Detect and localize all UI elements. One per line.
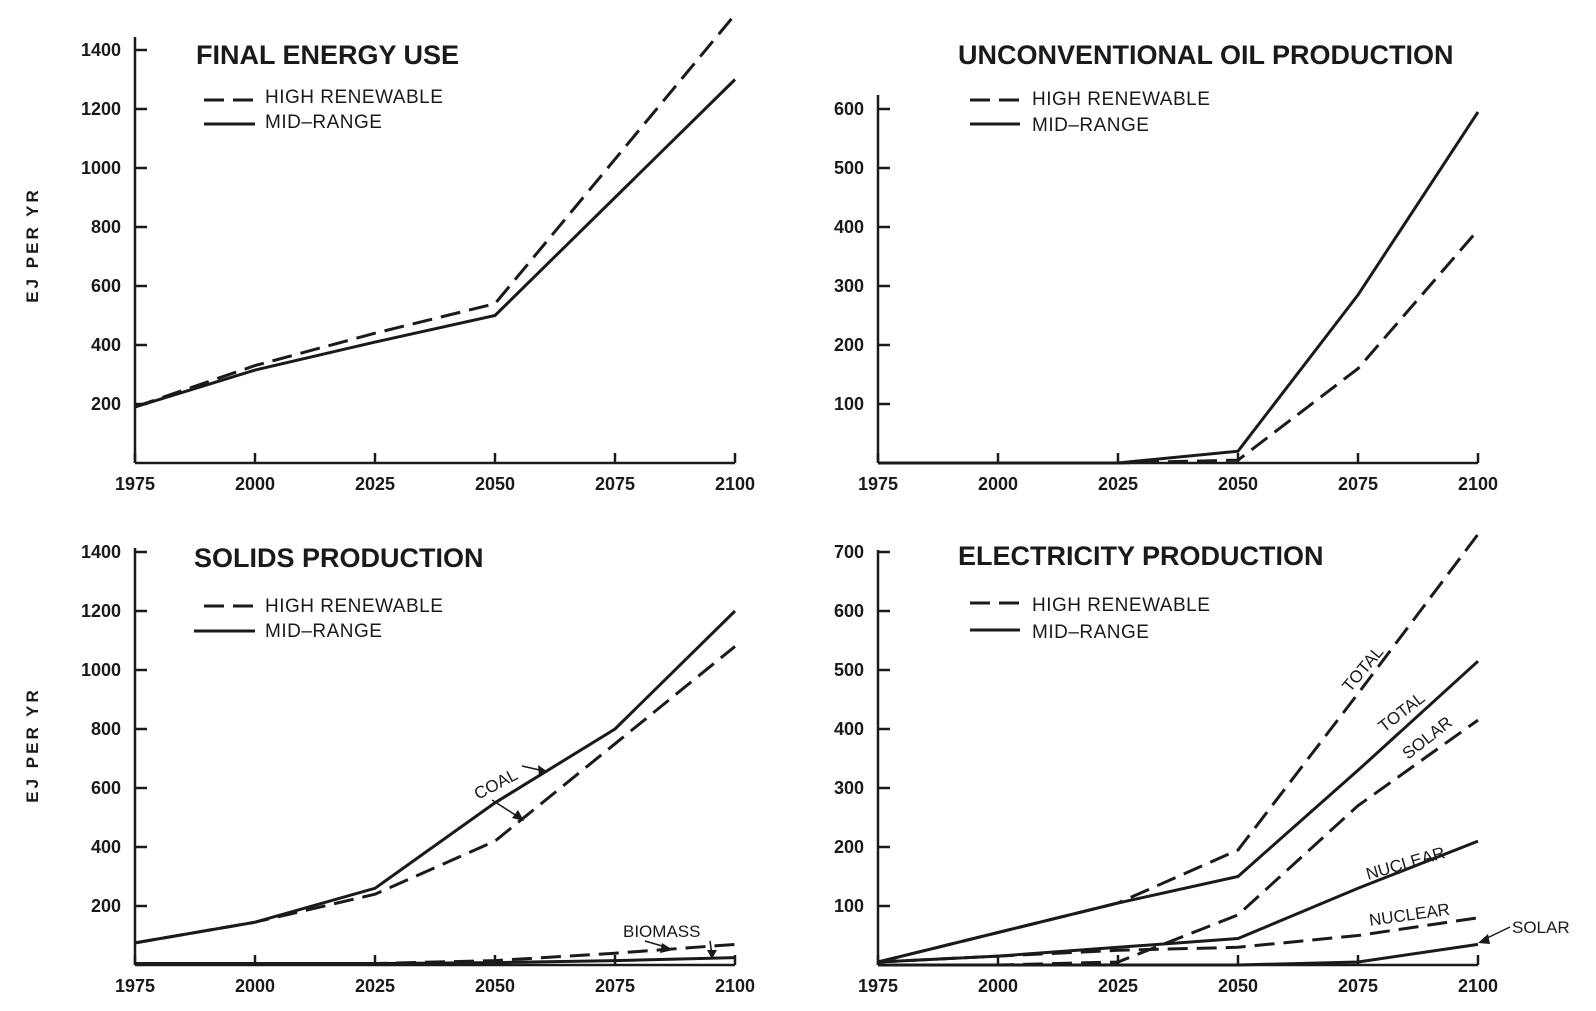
series-line-high-renewable-dashed — [878, 229, 1480, 465]
y-tick-label: 500 — [834, 158, 864, 178]
y-tick-label: 400 — [91, 837, 121, 857]
y-tick-label: 200 — [91, 394, 121, 414]
y-axis-label-bottom: EJ PER YR — [23, 687, 42, 803]
y-tick-label: 1000 — [81, 158, 121, 178]
chart-title-electricity: ELECTRICITY PRODUCTION — [958, 541, 1324, 571]
series-line-coal-dashed — [134, 645, 736, 945]
x-tick-label: 2050 — [475, 976, 515, 996]
chart-final-energy-use: 200 400 600 800 1000 1200 1400 1975 2000 2025 2050… — [81, 13, 755, 494]
y-tick-label: 200 — [834, 335, 864, 355]
arrowhead-icon — [707, 950, 717, 959]
chart-solids-production: 200 400 600 800 1000 1200 1400 1975 2000 2025 2050… — [81, 542, 755, 996]
y-tick-label: 500 — [834, 660, 864, 680]
y-tick-label: 1200 — [81, 601, 121, 621]
x-tick-label: 2050 — [475, 474, 515, 494]
arrowhead-icon — [1478, 934, 1490, 944]
annotation-solar-mid-range: SOLAR — [1512, 918, 1570, 937]
chart-electricity-production: 100 200 300 400 500 600 700 1975 2000 2025 2050 207… — [834, 533, 1498, 996]
x-tick-label: 2025 — [355, 976, 395, 996]
series-line-coal-solid — [134, 609, 737, 945]
series-line-solar-dashed — [878, 718, 1479, 967]
x-tick-label: 2050 — [1218, 976, 1258, 996]
y-tick-label: 100 — [834, 394, 864, 414]
series-line-mid-range-solid — [134, 78, 737, 409]
legend-label-high-renewable: HIGH RENEWABLE — [1032, 595, 1210, 616]
y-tick-label: 300 — [834, 276, 864, 296]
annotation-biomass: BIOMASS — [623, 922, 700, 941]
y-tick-label: 1200 — [81, 99, 121, 119]
x-tick-label: 2075 — [1338, 976, 1378, 996]
series-line-total-solid — [877, 660, 1480, 964]
x-tick-label: 1975 — [115, 976, 155, 996]
chart-title-solids: SOLIDS PRODUCTION — [194, 543, 484, 573]
annotations-electricity: TOTAL TOTAL SOLAR NUCLEAR NUCLEAR SOLAR — [1339, 643, 1570, 944]
series-line-high-renewable-dashed — [134, 13, 737, 409]
legend-label-high-renewable: HIGH RENEWABLE — [265, 87, 443, 108]
y-tick-label: 400 — [834, 217, 864, 237]
series-line-solar-solid — [878, 942, 1479, 967]
x-tick-label: 1975 — [115, 474, 155, 494]
y-tick-label: 400 — [834, 719, 864, 739]
y-tick-label: 200 — [91, 896, 121, 916]
x-tick-label: 2025 — [1098, 976, 1138, 996]
legend-label-mid-range: MID–RANGE — [265, 621, 382, 642]
y-tick-label: 800 — [91, 217, 121, 237]
y-tick-label: 1400 — [81, 542, 121, 562]
x-tick-label: 2000 — [235, 474, 275, 494]
y-axis-label-top: EJ PER YR — [23, 187, 42, 303]
x-tick-label: 2025 — [355, 474, 395, 494]
y-tick-label: 600 — [834, 99, 864, 119]
y-tick-label: 300 — [834, 778, 864, 798]
y-tick-label: 800 — [91, 719, 121, 739]
x-tick-label: 2100 — [715, 976, 755, 996]
legend-label-mid-range: MID–RANGE — [265, 112, 382, 133]
legend-solids: HIGH RENEWABLE MID–RANGE — [194, 596, 443, 642]
y-tick-label: 700 — [834, 542, 864, 562]
chart-unconventional-oil-production: 100 200 300 400 500 600 1975 2000 2025 2050 2075 21… — [834, 95, 1498, 494]
legend-electricity: HIGH RENEWABLE MID–RANGE — [970, 595, 1210, 643]
x-tick-label: 2000 — [235, 976, 275, 996]
legend-final-energy: HIGH RENEWABLE MID–RANGE — [204, 87, 443, 133]
annotation-nuclear-high-renewable: NUCLEAR — [1368, 900, 1451, 930]
legend-unconventional-oil: HIGH RENEWABLE MID–RANGE — [970, 89, 1210, 136]
x-tick-label: 2000 — [978, 976, 1018, 996]
x-tick-label: 2050 — [1218, 474, 1258, 494]
annotation-coal: COAL — [471, 765, 521, 804]
x-tick-label: 2075 — [595, 474, 635, 494]
series-line-mid-range-solid — [878, 111, 1480, 465]
legend-label-high-renewable: HIGH RENEWABLE — [1032, 89, 1210, 110]
x-tick-label: 2000 — [978, 474, 1018, 494]
y-tick-label: 400 — [91, 335, 121, 355]
series-line-biomass-solid — [135, 956, 736, 965]
x-tick-label: 1975 — [858, 976, 898, 996]
x-tick-label: 2100 — [715, 474, 755, 494]
y-tick-label: 600 — [91, 778, 121, 798]
y-tick-label: 1000 — [81, 660, 121, 680]
x-tick-label: 2075 — [1338, 474, 1378, 494]
x-tick-label: 2100 — [1458, 976, 1498, 996]
series-line-nuclear-dashed — [877, 916, 1479, 964]
y-tick-label: 600 — [834, 601, 864, 621]
y-tick-label: 600 — [91, 276, 121, 296]
x-tick-label: 2025 — [1098, 474, 1138, 494]
x-tick-label: 1975 — [858, 474, 898, 494]
x-tick-label: 2100 — [1458, 474, 1498, 494]
chart-title-unconventional-oil: UNCONVENTIONAL OIL PRODUCTION — [958, 40, 1454, 70]
legend-label-mid-range: MID–RANGE — [1032, 622, 1149, 643]
y-tick-label: 100 — [834, 896, 864, 916]
legend-label-mid-range: MID–RANGE — [1032, 115, 1149, 136]
legend-label-high-renewable: HIGH RENEWABLE — [265, 596, 443, 617]
x-tick-label: 2075 — [595, 976, 635, 996]
annotation-nuclear-mid-range: NUCLEAR — [1364, 843, 1447, 884]
y-tick-label: 1400 — [81, 40, 121, 60]
chart-title-final-energy: FINAL ENERGY USE — [196, 40, 459, 70]
y-tick-label: 200 — [834, 837, 864, 857]
